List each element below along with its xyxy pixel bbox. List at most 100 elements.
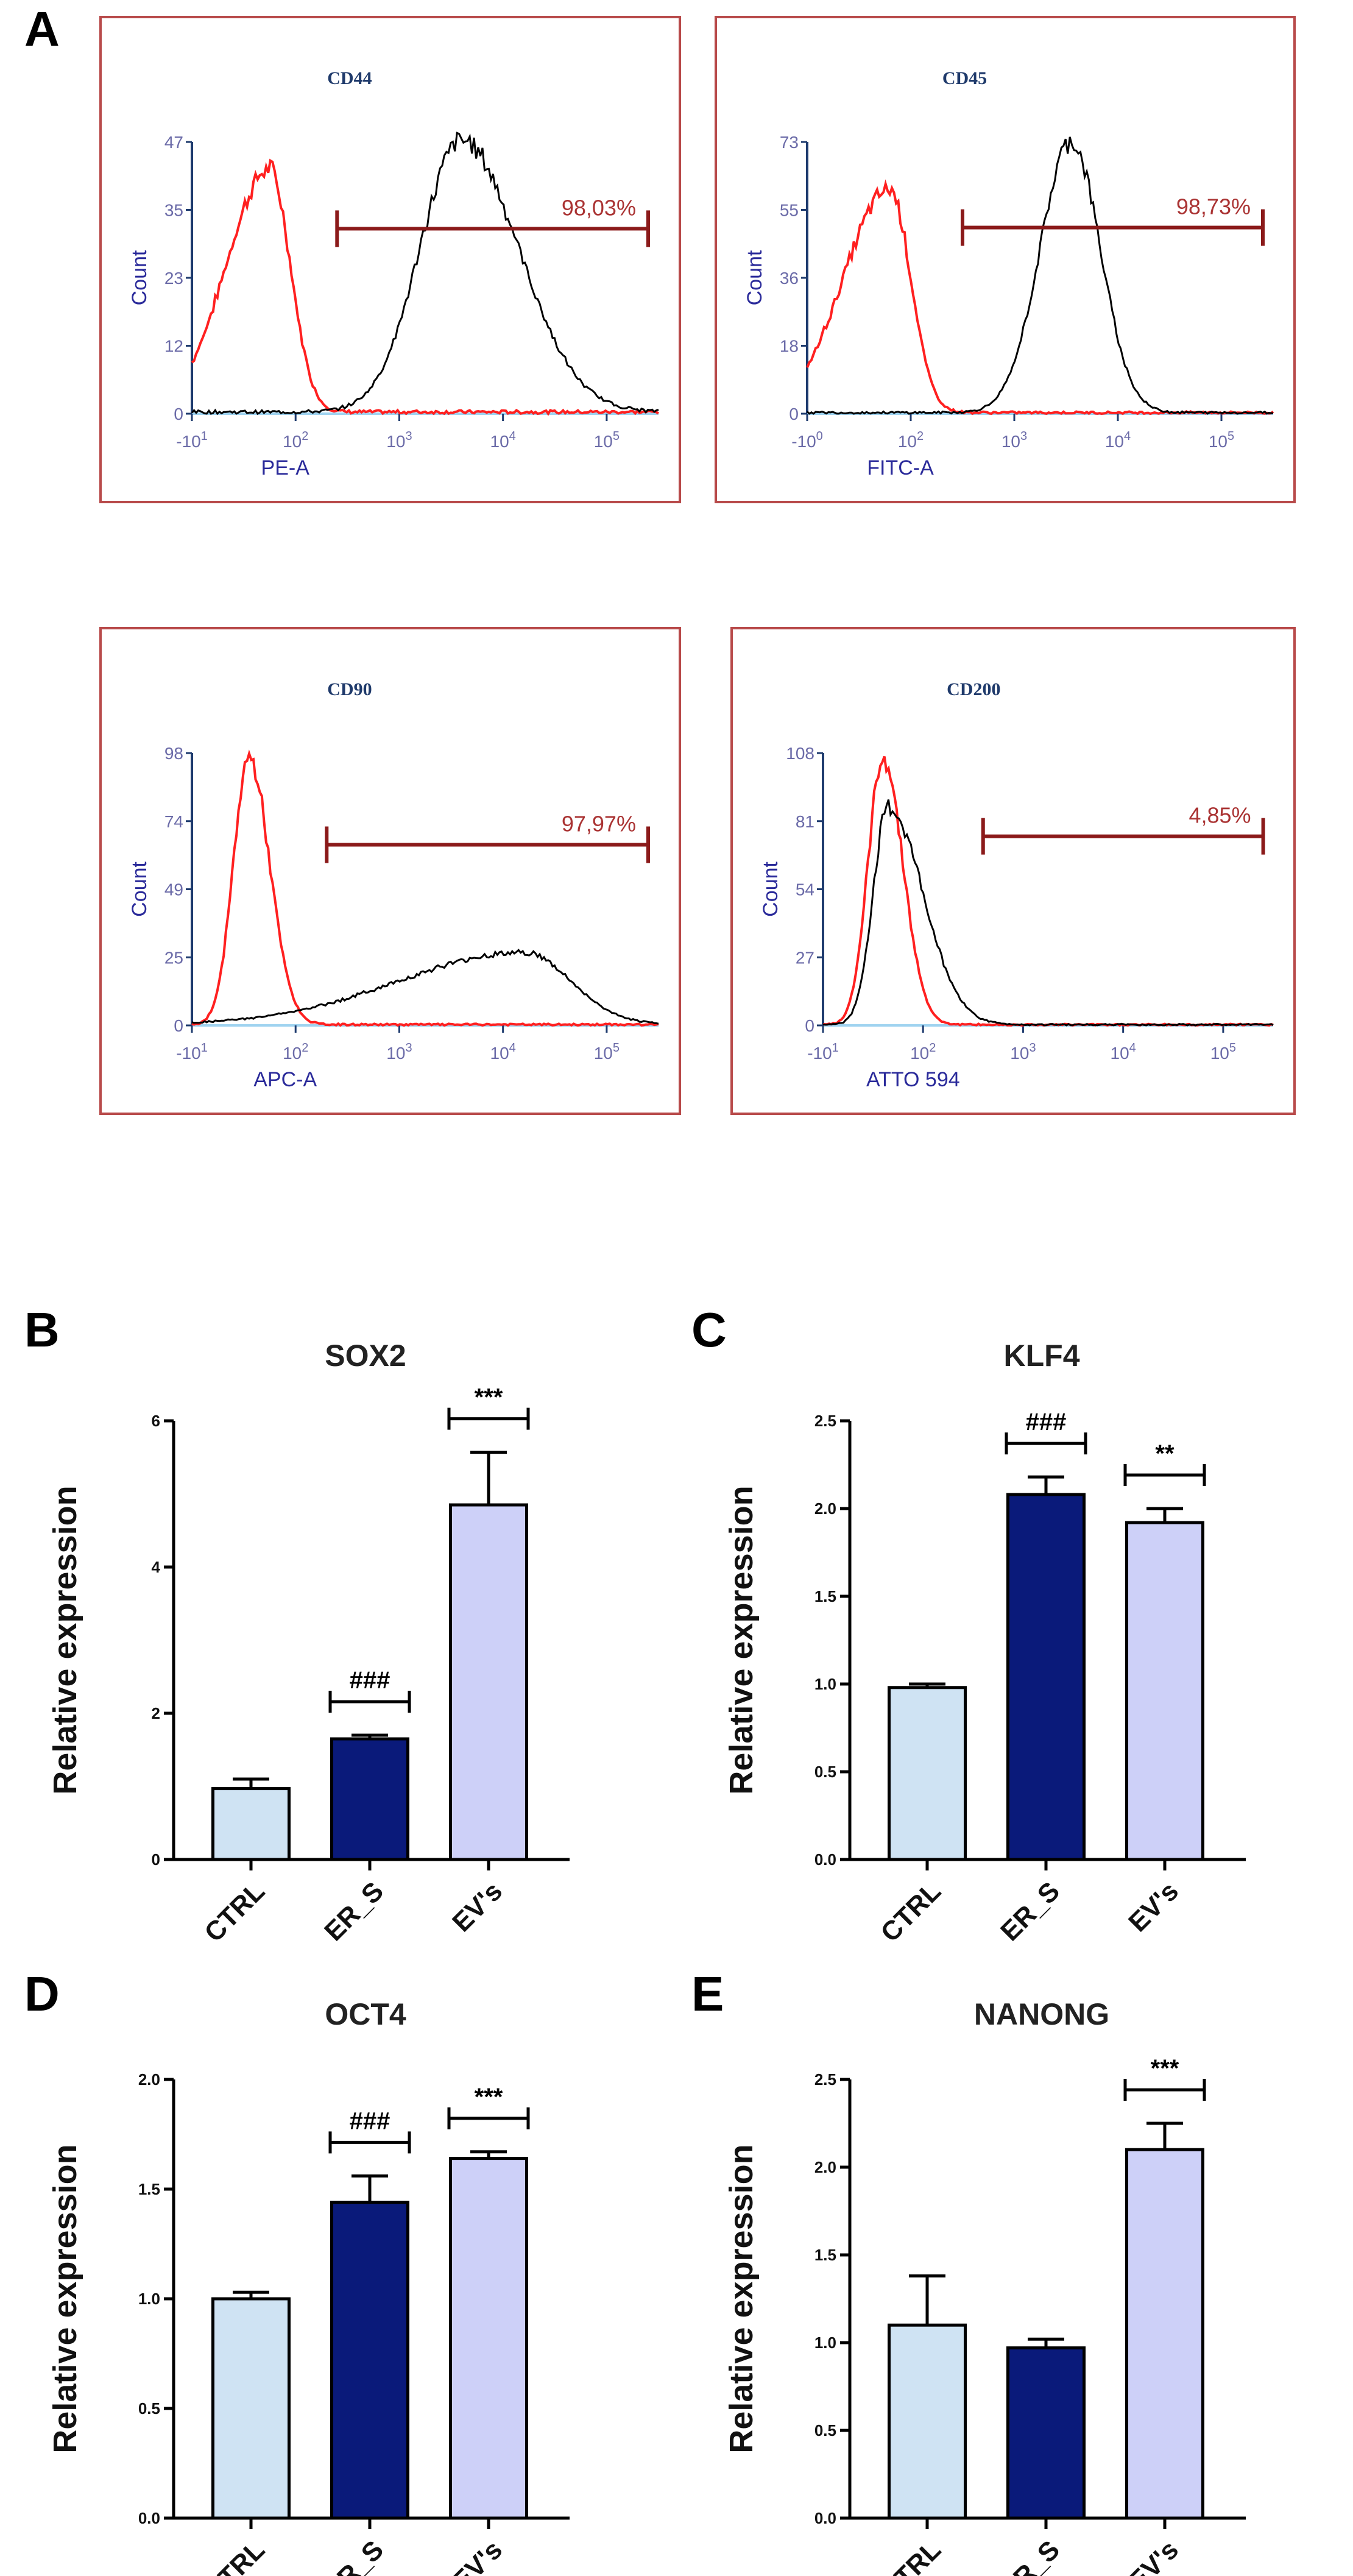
x-category-label: ER_S	[319, 2535, 389, 2576]
bar-ctrl	[211, 1787, 291, 1861]
y-tick-label: 18	[780, 337, 799, 356]
bar-evs	[449, 1503, 528, 1861]
y-tick-label: 0	[152, 1850, 160, 1869]
x-tick-label: 103	[1010, 1041, 1036, 1063]
bar-ers	[1006, 1493, 1086, 1861]
x-tick-label: 105	[1210, 1041, 1236, 1063]
y-tick-label: 25	[164, 948, 183, 967]
bar-chart-nanong: NANONG Relative expression 0.0 0.5 1.0 1.5 2.0…	[723, 1997, 1246, 2576]
y-tick-label: 1.0	[814, 2334, 836, 2352]
y-tick-label: 1.0	[814, 1675, 836, 1693]
y-tick-label: 108	[786, 744, 814, 763]
x-axis-label: FITC-A	[867, 456, 934, 479]
y-axis-label: Count	[128, 250, 151, 305]
significance-marker: ###	[1026, 1409, 1067, 1435]
y-tick-label: 12	[164, 337, 183, 356]
y-tick-label: 74	[164, 812, 183, 831]
y-axis-label: Relative expression	[723, 1485, 760, 1794]
panel-label-C: C	[691, 1303, 727, 1357]
x-category-label: CTRL	[875, 1876, 947, 1948]
x-tick-label: 103	[386, 430, 412, 451]
y-tick-label: 6	[152, 1412, 160, 1430]
flow-panel-cd90: CD90 0 25 49 74 98 -101 102 103 104 105 Count APC-A 9…	[99, 627, 681, 1115]
x-axis-label: ATTO 594	[866, 1068, 960, 1091]
x-tick-label: 102	[910, 1041, 936, 1063]
y-tick-label: 2.5	[814, 1412, 836, 1430]
bar-ers	[1006, 2346, 1086, 2520]
panel-label-B: B	[24, 1303, 60, 1357]
y-tick-label: 2.0	[814, 1499, 836, 1518]
flow-title: CD44	[327, 68, 372, 88]
histogram-sample	[806, 136, 1274, 415]
x-category-label: CTRL	[199, 2535, 270, 2576]
x-tick-label: 104	[490, 1041, 516, 1063]
x-category-label: EV's	[1123, 1876, 1184, 1937]
x-tick-label: 104	[1105, 430, 1131, 451]
y-tick-label: 2	[152, 1704, 160, 1722]
x-tick-label: -101	[807, 1041, 839, 1063]
y-tick-label: 1.5	[814, 1587, 836, 1605]
x-tick-label: 105	[594, 430, 620, 451]
y-tick-label: 47	[164, 133, 183, 152]
y-tick-label: 36	[780, 269, 799, 288]
flow-title: CD45	[942, 68, 987, 88]
chart-title: SOX2	[325, 1339, 406, 1373]
chart-title: OCT4	[325, 1997, 406, 2031]
x-category-label: ER_S	[995, 1876, 1065, 1947]
gate-percentage: 97,97%	[562, 812, 636, 837]
histogram-isotype	[191, 158, 659, 416]
significance-marker: ###	[350, 2107, 390, 2134]
panel-frame	[99, 627, 681, 1115]
y-tick-label: 35	[164, 201, 183, 220]
flow-title: CD200	[947, 679, 1000, 699]
y-tick-label: 0.5	[814, 1763, 836, 1781]
flow-panel-cd44: CD44 0 12 23 35 47 -101 102 103 104 105 Count PE-A 98…	[99, 16, 681, 503]
bar-ctrl	[888, 2323, 967, 2520]
x-tick-label: 102	[283, 1041, 308, 1063]
y-tick-label: 55	[780, 201, 799, 220]
x-tick-label: -101	[176, 430, 208, 451]
histogram-sample	[822, 799, 1274, 1027]
x-tick-label: 103	[386, 1041, 412, 1063]
y-tick-label: 73	[780, 133, 799, 152]
y-tick-label: 0.0	[138, 2509, 160, 2527]
y-tick-label: 81	[796, 812, 814, 831]
flow-panel-cd200: CD200 0 27 54 81 108 -101 102 103 104 105 Count ATTO…	[730, 627, 1296, 1115]
panel-frame	[730, 627, 1296, 1115]
y-tick-label: 2.0	[138, 2070, 160, 2089]
x-category-label: CTRL	[875, 2535, 947, 2576]
x-category-label: ER_S	[319, 1876, 389, 1947]
significance-marker: ###	[350, 1667, 390, 1694]
flow-title: CD90	[327, 679, 372, 699]
x-tick-label: 102	[283, 430, 308, 451]
y-tick-label: 1.5	[814, 2246, 836, 2264]
panel-frame	[715, 16, 1296, 503]
panel-label-E: E	[691, 1967, 724, 2021]
chart-title: KLF4	[1004, 1339, 1080, 1373]
y-axis-label: Relative expression	[47, 2144, 83, 2453]
y-tick-label: 0	[805, 1016, 814, 1035]
x-category-label: CTRL	[199, 1876, 270, 1948]
significance-marker: ***	[1151, 2055, 1179, 2082]
bar-evs	[449, 2157, 528, 2520]
x-category-label: EV's	[1123, 2535, 1184, 2576]
x-tick-label: 104	[490, 430, 516, 451]
bar-ctrl	[888, 1686, 967, 1861]
x-tick-label: 105	[1209, 430, 1234, 451]
histogram-sample	[191, 949, 659, 1025]
bar-ers	[330, 2201, 409, 2520]
bar-chart-sox2: SOX2 Relative expression 0 2 4 6 CTRL ER_S ### EV…	[47, 1339, 570, 1948]
bar-evs	[1125, 2148, 1204, 2520]
y-tick-label: 0.0	[814, 2509, 836, 2527]
x-tick-label: 103	[1002, 430, 1027, 451]
panel-frame	[99, 16, 681, 503]
x-tick-label: -100	[791, 430, 823, 451]
histogram-isotype	[191, 749, 659, 1027]
y-tick-label: 0	[174, 405, 183, 423]
y-tick-label: 0.0	[814, 1850, 836, 1869]
x-tick-label: 104	[1111, 1041, 1136, 1063]
significance-marker: ***	[475, 1384, 503, 1411]
x-category-label: EV's	[447, 1876, 508, 1937]
y-tick-label: 0.5	[814, 2421, 836, 2440]
